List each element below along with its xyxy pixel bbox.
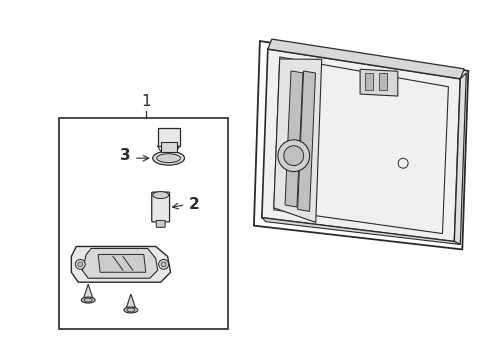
Ellipse shape [81, 297, 95, 303]
Circle shape [161, 262, 166, 267]
Ellipse shape [84, 298, 92, 302]
Bar [161, 142, 176, 152]
Polygon shape [82, 248, 157, 278]
Circle shape [283, 146, 303, 166]
Polygon shape [359, 69, 397, 96]
Polygon shape [262, 218, 459, 244]
FancyBboxPatch shape [151, 192, 169, 222]
Bar [157, 129, 179, 146]
Polygon shape [297, 71, 315, 211]
Text: 1: 1 [141, 94, 150, 109]
Polygon shape [83, 284, 93, 299]
Ellipse shape [152, 192, 168, 199]
Polygon shape [267, 39, 463, 79]
Ellipse shape [123, 307, 138, 313]
FancyBboxPatch shape [156, 220, 165, 227]
Circle shape [158, 260, 168, 269]
Text: 2: 2 [188, 197, 199, 212]
Polygon shape [98, 255, 145, 272]
Polygon shape [285, 71, 302, 207]
Circle shape [78, 262, 82, 267]
Polygon shape [126, 294, 136, 309]
Circle shape [277, 140, 309, 172]
Polygon shape [273, 59, 321, 222]
Ellipse shape [127, 308, 135, 312]
Bar [378, 73, 386, 90]
Circle shape [75, 260, 85, 269]
Ellipse shape [152, 151, 184, 165]
Polygon shape [453, 73, 466, 244]
Polygon shape [71, 247, 170, 282]
Text: 3: 3 [120, 148, 131, 163]
Ellipse shape [156, 154, 180, 163]
Polygon shape [262, 49, 459, 242]
Bar [60, 118, 228, 329]
Bar [365, 73, 372, 90]
